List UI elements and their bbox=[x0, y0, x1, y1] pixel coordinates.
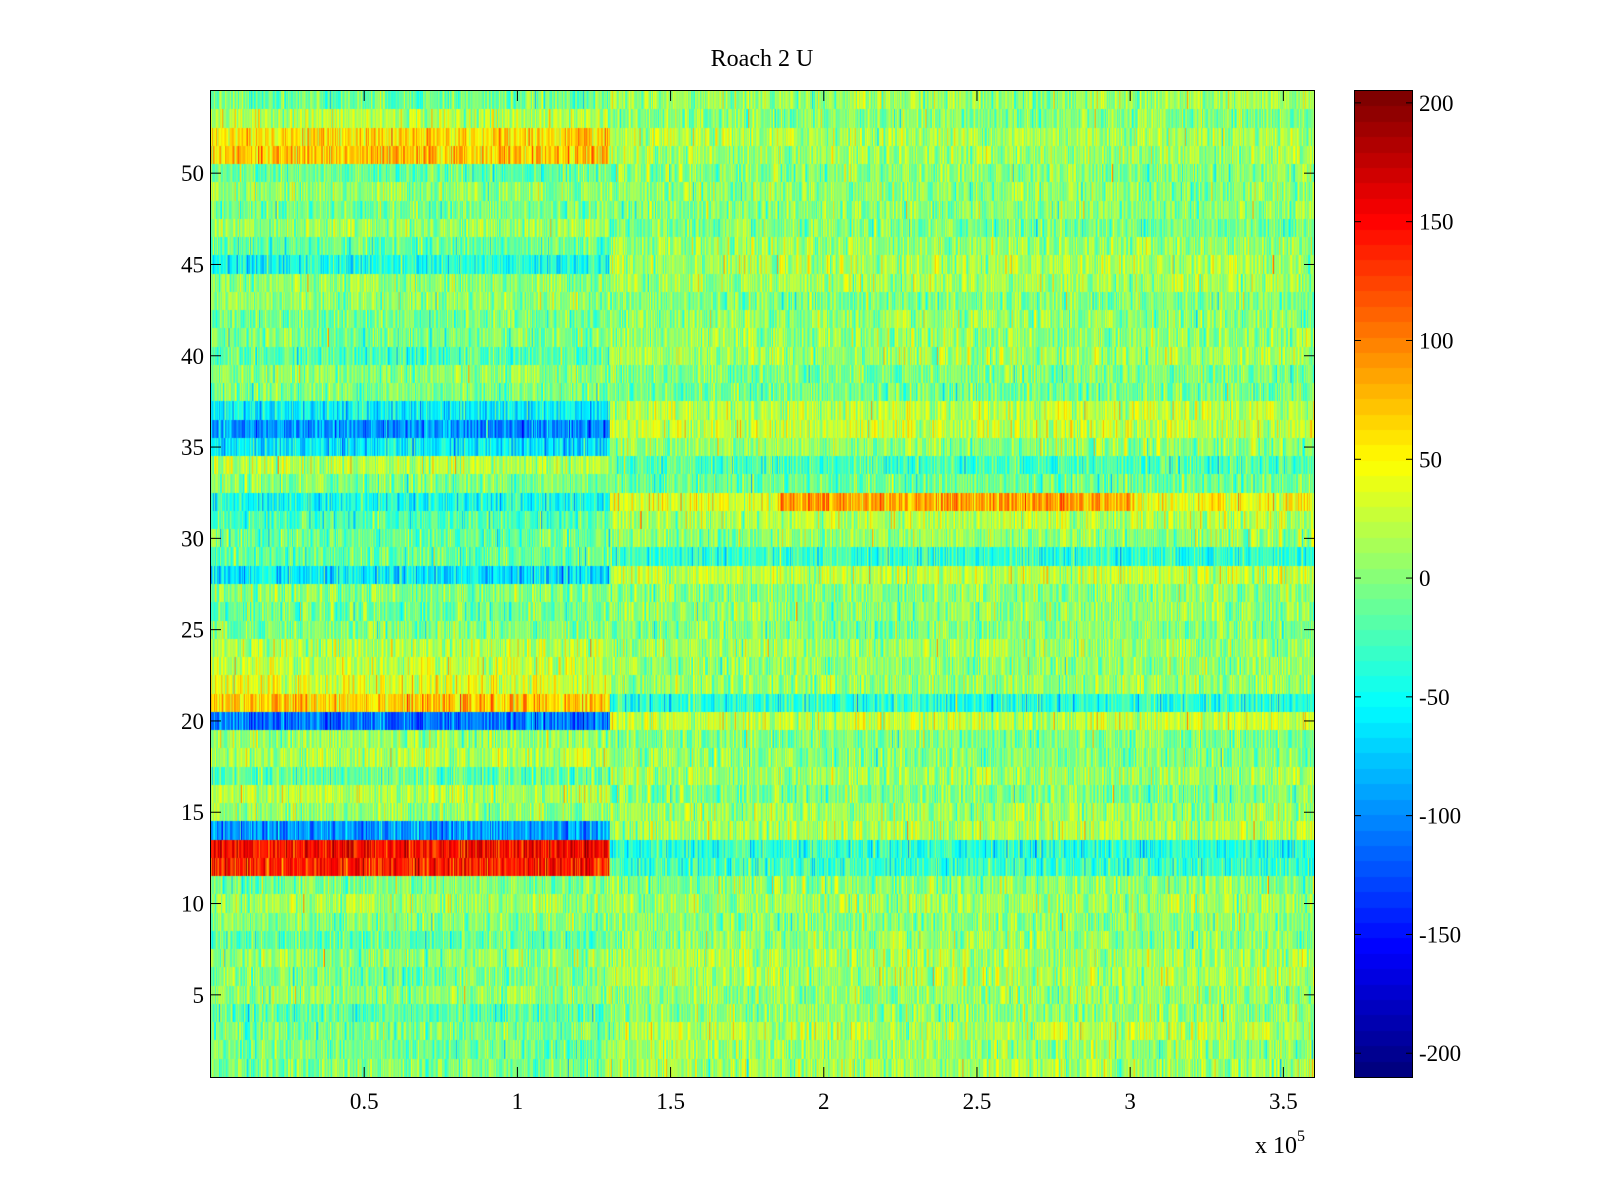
colorbar-axis: 200 150 100 50 0 -50 -100 -150 -200 bbox=[1355, 91, 1461, 1066]
x-tick-label: 3 bbox=[1124, 1089, 1136, 1114]
colorbar-tick-label: -100 bbox=[1419, 804, 1461, 829]
colorbar-tick-label: -50 bbox=[1419, 685, 1450, 710]
x-exponent-base: x 10 bbox=[1255, 1133, 1297, 1159]
x-exponent-power: 5 bbox=[1297, 1128, 1305, 1145]
colorbar-tick-label: 0 bbox=[1419, 566, 1431, 591]
x-tick-label: 2.5 bbox=[963, 1089, 992, 1114]
x-tick-label: 1 bbox=[512, 1089, 524, 1114]
heatmap-image bbox=[211, 91, 1314, 1077]
colorbar-tick-label: 50 bbox=[1419, 447, 1442, 472]
chart-title: Roach 2 U bbox=[711, 46, 814, 72]
x-tick-label: 2 bbox=[818, 1089, 830, 1114]
y-tick-label: 25 bbox=[181, 618, 204, 643]
y-tick-label: 5 bbox=[193, 983, 205, 1008]
y-tick-label: 40 bbox=[181, 344, 204, 369]
y-tick-label: 35 bbox=[181, 435, 204, 460]
x-tick-label: 0.5 bbox=[350, 1089, 379, 1114]
y-tick-label: 50 bbox=[181, 161, 204, 186]
colorbar-tick-label: 150 bbox=[1419, 210, 1454, 235]
x-tick-label: 3.5 bbox=[1269, 1089, 1298, 1114]
plot-frame bbox=[210, 90, 1315, 1078]
y-axis: 5 10 15 20 25 30 35 40 45 50 bbox=[181, 161, 1314, 1008]
x-axis: 0.5 1 1.5 2 2.5 3 3.5 bbox=[350, 91, 1298, 1114]
y-tick-label: 10 bbox=[181, 892, 204, 917]
x-tick-label: 1.5 bbox=[656, 1089, 685, 1114]
y-tick-label: 30 bbox=[181, 526, 204, 551]
y-tick-label: 20 bbox=[181, 709, 204, 734]
colorbar-tick-label: 200 bbox=[1419, 91, 1454, 116]
colorbar-tick-label: -200 bbox=[1419, 1041, 1461, 1066]
colorbar-tick-label: -150 bbox=[1419, 922, 1461, 947]
colorbar-image bbox=[1355, 91, 1412, 1077]
y-tick-label: 15 bbox=[181, 800, 204, 825]
colorbar-frame bbox=[1354, 90, 1413, 1078]
y-tick-label: 45 bbox=[181, 252, 204, 277]
colorbar-tick-label: 100 bbox=[1419, 328, 1454, 353]
x-exponent-label: x 105 bbox=[1255, 1128, 1305, 1159]
